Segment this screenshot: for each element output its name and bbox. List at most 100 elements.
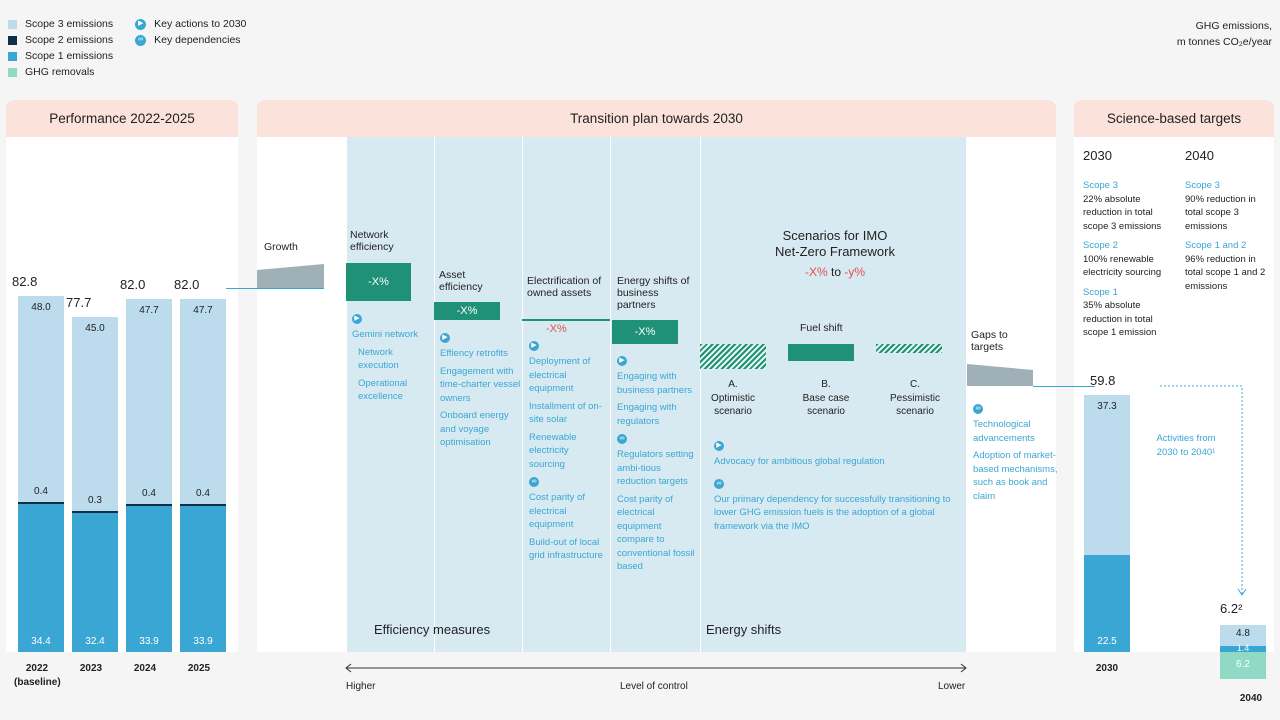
energy-shifts-actions: ▶ Engaging with business partners Engagi… (617, 356, 697, 578)
electrification-title: Electrification of owned assets (527, 275, 602, 299)
bullet: Cost parity of electrical equipment (529, 492, 585, 530)
fuel-shift-label: Fuel shift (800, 322, 843, 334)
network-efficiency-bar: -X% (346, 263, 411, 301)
target-year-2030: 2030 (1083, 148, 1112, 163)
bar-value-scope1: 32.4 (85, 636, 105, 647)
x-tick-2030: 2030 (1095, 663, 1119, 674)
scenario-a-label: A. Optimistic scenario (711, 379, 755, 417)
legend: Scope 3 emissions Scope 2 emissions Scop… (8, 16, 246, 80)
bar-2030-scope1 (1084, 555, 1130, 652)
bullet: Build-out of local grid infrastructure (529, 536, 603, 562)
bullet: Network execution (358, 346, 399, 372)
bullet: Operational excellence (358, 377, 408, 403)
play-icon: ▶ (529, 341, 539, 351)
asset-efficiency-bar: -X% (434, 302, 500, 320)
targets-2030-list: Scope 3 22% absolute reduction in total s… (1083, 180, 1162, 338)
scenario-a-bar (700, 344, 766, 369)
bar-scope2 (180, 504, 226, 507)
bar-2040-scope12-value: 1.4 (1236, 642, 1250, 653)
bar-value-scope3: 45.0 (85, 323, 105, 335)
x-tick-label-sub: (baseline) (14, 677, 61, 688)
bar-total: 77.7 (66, 295, 92, 311)
bar-scope1 (72, 512, 118, 652)
bar-scope3 (18, 295, 64, 503)
control-axis-arrow (345, 663, 967, 673)
link-icon: ∞ (135, 34, 147, 46)
target-bars: 22.5 37.3 59.8 2030 4.8 1.4 6.2 6.2² 2040 (1074, 0, 1274, 720)
play-icon: ▶ (352, 314, 362, 324)
bar-value-scope2: 0.4 (34, 486, 48, 498)
play-icon: ▶ (714, 441, 724, 451)
link-icon: ∞ (973, 404, 983, 414)
target-year-2040: 2040 (1185, 148, 1214, 163)
bar-2040-total: 6.2² (1220, 601, 1243, 617)
axis-lower: Lower (938, 681, 966, 692)
bar-value-scope3: 47.7 (193, 305, 213, 317)
bar-scope2 (72, 510, 118, 513)
activities-label: Activities from 2030 to 2040¹ (1156, 433, 1216, 458)
transition-title: Transition plan towards 2030 (257, 100, 1056, 137)
performance-bars: 34.4 0.4 48.0 82.8 2022 (baseline) 32.4 0.3 45.0… (12, 0, 238, 720)
electrification-value: -X% (546, 323, 567, 335)
imo-title: Scenarios for IMO Net-Zero Framework -X%… (775, 228, 895, 279)
bar-2040-removals-value: 6.2 (1236, 659, 1250, 671)
scenario-c-label: C. Pessimistic scenario (889, 379, 940, 417)
bullet: Engagement with time-charter vessel owne… (440, 365, 521, 404)
bullet: Engaging with business partners (617, 371, 692, 396)
unit-label: GHG emissions, m tonnes CO₂e/year (1176, 20, 1272, 48)
bar-value-scope1: 34.4 (31, 636, 51, 647)
asset-efficiency-title: Asset efficiency (439, 269, 483, 293)
network-efficiency-title: Network efficiency (350, 229, 394, 253)
energy-shifts-bar: -X% (612, 320, 678, 344)
bullet: Cost parity of electrical equipment comp… (617, 493, 695, 573)
link-icon: ∞ (617, 434, 627, 444)
bar-value-scope1: 33.9 (139, 636, 159, 647)
bar-scope1 (18, 504, 64, 652)
bullet: Deployment of electrical equipment (529, 356, 591, 394)
bullet: Installment of on-site solar (529, 400, 602, 426)
legend-scope3: Scope 3 emissions (8, 16, 113, 32)
bar-scope3 (126, 299, 172, 505)
growth-label: Growth (264, 241, 298, 253)
bar-2040-scope3 (1220, 625, 1266, 646)
asset-efficiency-actions: ▶ Effiency retrofits Engagement with tim… (440, 333, 522, 454)
bar-scope1 (126, 506, 172, 652)
electrification-actions: ▶ Deployment of electrical equipment Ins… (529, 341, 607, 567)
scenario-b-bar (788, 344, 854, 361)
bar-value-scope2: 0.4 (196, 488, 210, 500)
x-tick-label: 2025 (187, 663, 211, 674)
bar-value-scope3: 47.7 (139, 305, 159, 317)
x-tick-label: 2023 (79, 663, 103, 674)
activities-arrow (1160, 385, 1246, 596)
bar-2030-scope3-value: 37.3 (1097, 400, 1117, 412)
play-icon: ▶ (617, 356, 627, 366)
bullet: Engaging with regulators (617, 402, 677, 427)
bar-2040-scope3-value: 4.8 (1236, 628, 1250, 640)
play-icon: ▶ (135, 18, 147, 30)
legend-removals: GHG removals (8, 64, 113, 80)
scenario-c-bar (876, 344, 942, 353)
gaps-wedge (967, 364, 1033, 386)
electrification-bar (522, 319, 610, 321)
axis-level-of-control: Level of control (620, 681, 688, 692)
bar-scope3 (180, 299, 226, 505)
axis-higher: Higher (346, 681, 376, 692)
targets-title: Science-based targets (1074, 100, 1274, 137)
bar-scope2 (18, 502, 64, 505)
bullet: Onboard energy and voyage optimisation (440, 410, 509, 448)
targets-2040-list: Scope 3 90% reduction in total scope 3 em… (1185, 180, 1266, 292)
bullet: Renewable electricity sourcing (529, 431, 577, 470)
bar-total: 82.0 (120, 277, 146, 293)
x-tick-label: 2022 (25, 663, 49, 674)
growth-wedge (257, 264, 324, 288)
bar-value-scope1: 33.9 (193, 636, 213, 647)
legend-dependencies: ∞ Key dependencies (135, 32, 246, 48)
bar-2030-scope3 (1084, 394, 1130, 556)
bullet: Regulators setting ambi-tious reduction … (617, 449, 694, 487)
bar-value-scope3: 48.0 (31, 301, 51, 313)
link-icon: ∞ (529, 477, 539, 487)
network-efficiency-actions: ▶ Gemini network Network execution Opera… (352, 314, 432, 408)
bar-2040-scope12 (1220, 645, 1266, 652)
bar-scope2 (126, 504, 172, 507)
bar-2030-total: 59.8 (1090, 372, 1116, 388)
